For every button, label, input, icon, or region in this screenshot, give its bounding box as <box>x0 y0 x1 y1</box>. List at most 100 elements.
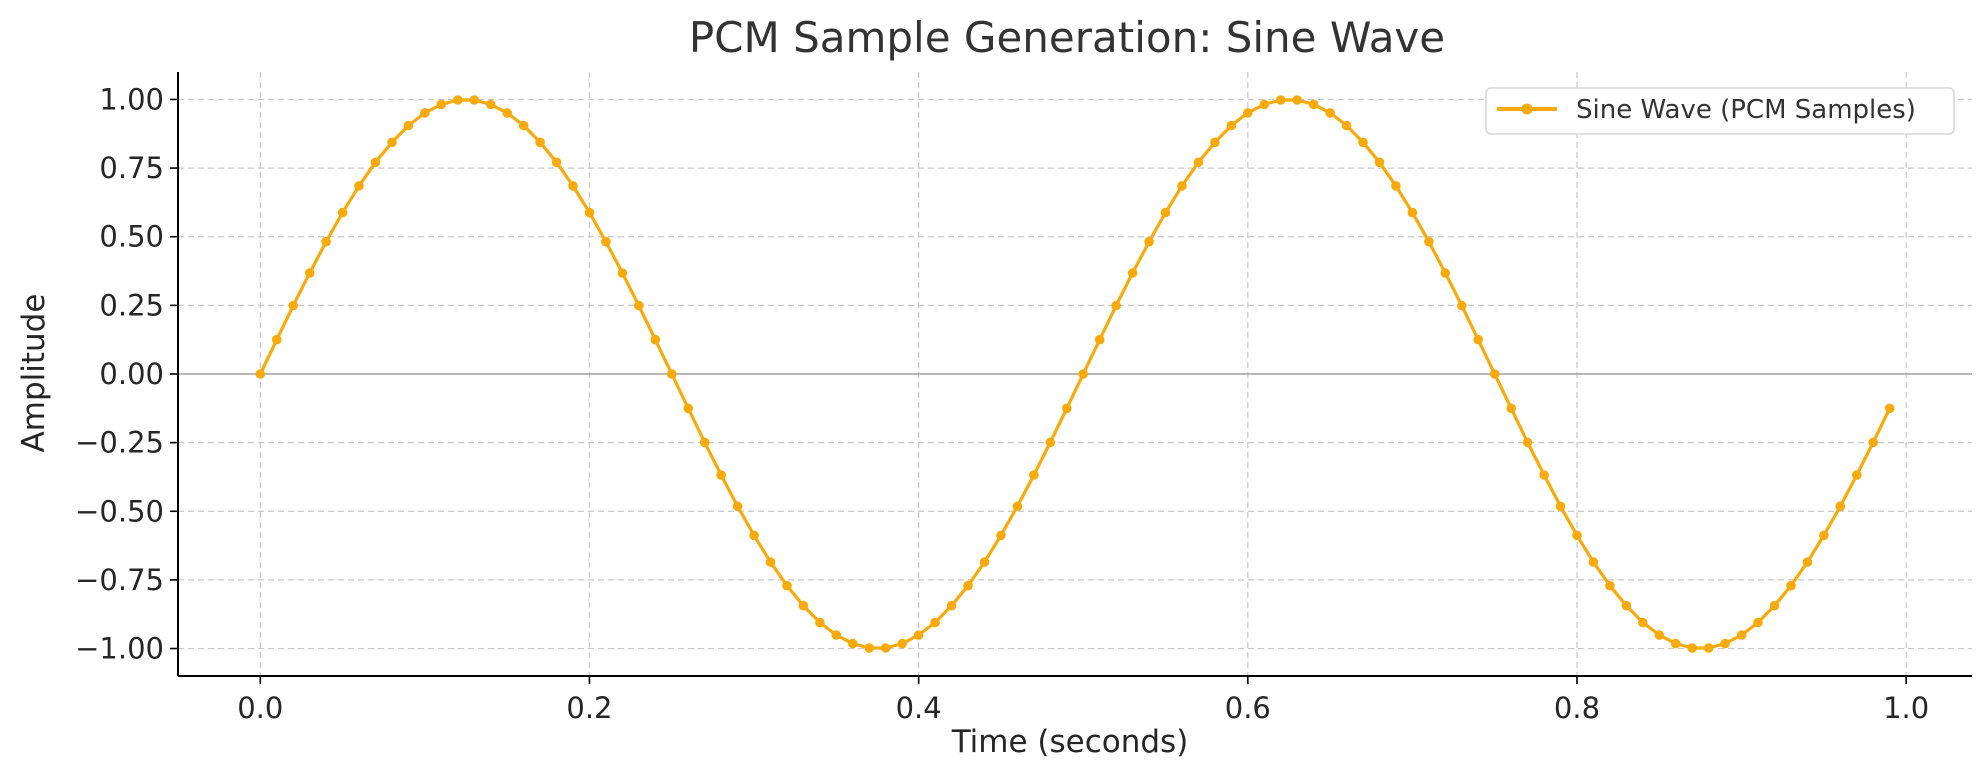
data-point <box>1424 236 1434 247</box>
x-tick-label: 0.8 <box>1554 691 1600 725</box>
data-point <box>1012 501 1023 512</box>
data-point <box>1160 207 1171 218</box>
data-point <box>1555 501 1566 512</box>
y-tick-label: 0.00 <box>99 357 164 391</box>
y-tick-label: −0.50 <box>75 494 164 528</box>
data-point <box>502 108 512 118</box>
data-point <box>535 137 545 148</box>
data-point <box>436 99 447 110</box>
data-point <box>387 137 397 148</box>
x-tick-label: 1.0 <box>1883 691 1929 725</box>
data-point <box>1127 268 1138 278</box>
data-point <box>1457 300 1467 311</box>
data-point <box>1736 630 1747 640</box>
data-point <box>584 207 595 218</box>
data-point <box>255 369 266 379</box>
data-point <box>485 99 496 110</box>
y-tick-label: 0.75 <box>99 151 164 185</box>
data-point <box>979 557 990 567</box>
data-point <box>568 181 578 191</box>
data-point <box>815 617 825 628</box>
y-axis-label: Amplitude <box>16 294 52 453</box>
data-point <box>831 630 842 640</box>
data-point <box>1753 617 1763 628</box>
data-point <box>634 300 644 311</box>
data-point <box>930 617 940 628</box>
data-point <box>601 236 611 247</box>
x-tick-label: 0.6 <box>1225 691 1271 725</box>
data-point <box>880 643 891 653</box>
legend: Sine Wave (PCM Samples) <box>1485 87 1955 135</box>
data-point <box>667 369 677 379</box>
data-point <box>1094 334 1105 345</box>
data-point <box>1275 95 1286 105</box>
data-point <box>518 120 529 131</box>
data-point <box>699 437 710 448</box>
data-point <box>749 530 759 541</box>
data-point <box>1111 300 1121 311</box>
y-ticks: 1.00 0.75 0.50 0.25 0.00 −0.25 −0.50 −0.75 −1.00 <box>75 82 178 666</box>
data-point <box>1670 638 1681 649</box>
data-point <box>321 236 331 247</box>
data-point <box>1703 643 1714 653</box>
data-point <box>1374 157 1385 168</box>
data-point <box>1193 157 1204 168</box>
data-point <box>1062 403 1072 414</box>
data-point <box>1572 530 1582 541</box>
data-point <box>1852 470 1862 480</box>
data-point <box>1621 600 1632 611</box>
y-tick-label: 1.00 <box>99 82 164 116</box>
data-point <box>1407 207 1418 218</box>
data-point <box>650 334 661 345</box>
data-point <box>1325 108 1335 118</box>
x-tick-label: 0.0 <box>237 691 283 725</box>
data-point <box>1210 137 1220 148</box>
data-point <box>1177 181 1187 191</box>
data-point <box>1884 403 1895 414</box>
series-line <box>258 98 1892 650</box>
y-tick-label: 0.25 <box>99 288 164 322</box>
data-point <box>716 470 726 480</box>
x-tick-label: 0.4 <box>896 691 942 725</box>
data-point <box>1078 369 1088 379</box>
y-tick-label: −0.75 <box>75 563 164 597</box>
data-point <box>1144 236 1154 247</box>
data-point <box>1226 120 1237 131</box>
data-point <box>1539 470 1549 480</box>
data-point <box>732 501 743 512</box>
data-point <box>304 268 315 278</box>
y-tick-label: −0.25 <box>75 426 164 460</box>
data-point <box>897 638 907 649</box>
data-point <box>848 638 858 649</box>
data-point <box>1638 617 1648 628</box>
data-point <box>1045 437 1056 448</box>
data-point <box>469 95 480 105</box>
data-point <box>370 157 381 168</box>
data-point <box>996 530 1006 541</box>
legend-label: Sine Wave (PCM Samples) <box>1576 95 1916 125</box>
data-point <box>1292 95 1302 105</box>
data-point <box>1687 643 1697 653</box>
data-point <box>354 181 364 191</box>
legend-marker-swatch <box>1521 103 1533 115</box>
data-point <box>1819 530 1829 541</box>
y-tick-label: 0.50 <box>99 220 164 254</box>
data-point <box>1489 369 1500 379</box>
data-point <box>1391 181 1401 191</box>
data-point <box>1522 437 1533 448</box>
data-point <box>1654 630 1665 640</box>
legend-box <box>1485 87 1955 135</box>
data-point <box>420 108 430 118</box>
x-ticks: 0.0 0.2 0.4 0.6 0.8 1.0 <box>237 676 1929 725</box>
data-point <box>1769 600 1780 611</box>
data-point <box>337 207 348 218</box>
data-point <box>946 600 957 611</box>
data-point <box>1440 268 1451 278</box>
data-point <box>864 643 875 653</box>
data-point <box>288 300 299 311</box>
data-point <box>1835 501 1846 512</box>
data-point <box>1358 137 1368 148</box>
data-point <box>1473 334 1483 345</box>
